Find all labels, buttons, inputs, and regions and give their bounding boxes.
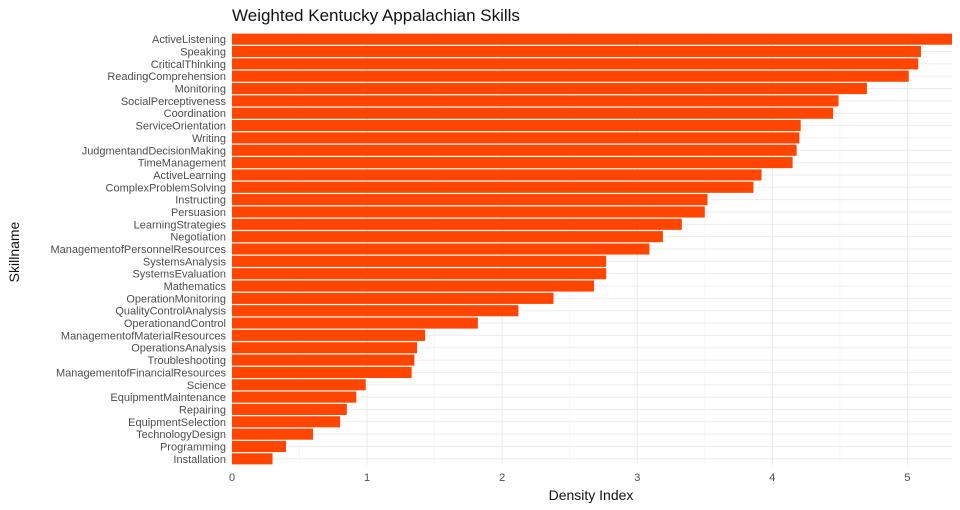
bar-Mathematics [232,280,595,292]
y-tick-label: OperationandControl [124,318,226,330]
y-tick-label: Troubleshooting [148,355,226,367]
bar-ReadingComprehension [232,70,909,82]
bar-OperationandControl [232,317,478,329]
bar-Negotiation [232,231,663,243]
chart-title: Weighted Kentucky Appalachian Skills [232,6,520,25]
bar-Coordination [232,107,834,119]
bar-ActiveListening [232,33,952,45]
bar-Instructing [232,194,708,206]
y-tick-label: EquipmentSelection [128,417,226,429]
y-tick-label: OperationsAnalysis [131,343,226,355]
bar-Monitoring [232,82,867,95]
bar-OperationMonitoring [232,292,554,304]
bar-SystemsEvaluation [232,268,607,280]
y-tick-label: ManagementofMaterialResources [61,330,227,342]
y-tick-label: ManagementofPersonnelResources [51,244,227,256]
x-tick-label: 1 [364,472,370,484]
bar-ManagementofMaterialResources [232,329,426,341]
y-tick-label: ServiceOrientation [136,121,227,133]
bar-EquipmentMaintenance [232,391,357,403]
bar-QualityControlAnalysis [232,305,519,317]
y-tick-label: Installation [173,454,226,466]
y-tick-label: CriticalThinking [151,59,226,71]
y-tick-label: SocialPerceptiveness [121,96,227,108]
x-tick-label: 2 [499,472,505,484]
x-tick-label: 5 [904,472,910,484]
y-tick-label: Repairing [179,404,226,416]
x-axis-title: Density Index [549,487,634,503]
y-tick-label: Speaking [180,47,226,59]
bar-CriticalThinking [232,58,919,70]
y-tick-label: ReadingComprehension [107,71,226,83]
y-tick-label: ComplexProblemSolving [106,182,226,194]
x-tick-label: 3 [634,472,640,484]
bar-Speaking [232,45,921,58]
x-tick-labels: 0 1 2 3 4 5 [229,472,911,484]
y-tick-label: Programming [160,441,226,453]
x-tick-label: 4 [769,472,775,484]
y-tick-label: OperationMonitoring [126,293,226,305]
y-tick-label: Monitoring [175,84,226,96]
y-tick-label: EquipmentMaintenance [110,392,226,404]
x-tick-label: 0 [229,472,235,484]
y-tick-label: JudgmentandDecisionMaking [82,145,226,157]
y-tick-labels: ActiveListeningSpeakingCriticalThinkingR… [51,34,227,466]
bar-Repairing [232,403,347,416]
bar-Writing [232,132,800,144]
bar-ManagementofFinancialResources [232,366,412,378]
y-tick-label: Persuasion [171,207,226,219]
bar-OperationsAnalysis [232,342,418,354]
y-tick-label: SystemsAnalysis [143,256,227,268]
bar-TechnologyDesign [232,428,314,440]
bar-TimeManagement [232,157,793,169]
y-tick-label: Writing [192,133,226,145]
bar-ComplexProblemSolving [232,181,754,193]
y-tick-label: TechnologyDesign [136,429,226,441]
bar-ServiceOrientation [232,120,801,132]
y-tick-label: Science [187,380,226,392]
y-tick-label: Instructing [175,195,226,207]
y-axis-title: Skillname [6,221,22,282]
bar-Troubleshooting [232,354,415,366]
y-tick-label: TimeManagement [138,158,226,170]
bar-EquipmentSelection [232,416,341,428]
y-tick-label: ActiveLearning [153,170,226,182]
y-tick-label: QualityControlAnalysis [115,306,226,318]
bar-Science [232,379,366,391]
y-tick-label: Coordination [164,108,226,120]
bar-SystemsAnalysis [232,255,607,267]
y-tick-label: ManagementofFinancialResources [56,367,226,379]
y-tick-label: Mathematics [164,281,227,293]
bar-Programming [232,440,287,453]
bar-SocialPerceptiveness [232,95,839,107]
y-tick-label: Negotiation [170,232,226,244]
bar-JudgmentandDecisionMaking [232,144,797,156]
y-tick-label: LearningStrategies [134,219,227,231]
bar-LearningStrategies [232,218,682,230]
bar-Persuasion [232,206,705,218]
bar-Installation [232,453,273,465]
y-tick-label: ActiveListening [152,34,226,46]
y-tick-label: SystemsEvaluation [132,269,226,281]
bar-ActiveLearning [232,169,762,181]
bar-layer [232,33,952,465]
bar-ManagementofPersonnelResources [232,243,650,255]
